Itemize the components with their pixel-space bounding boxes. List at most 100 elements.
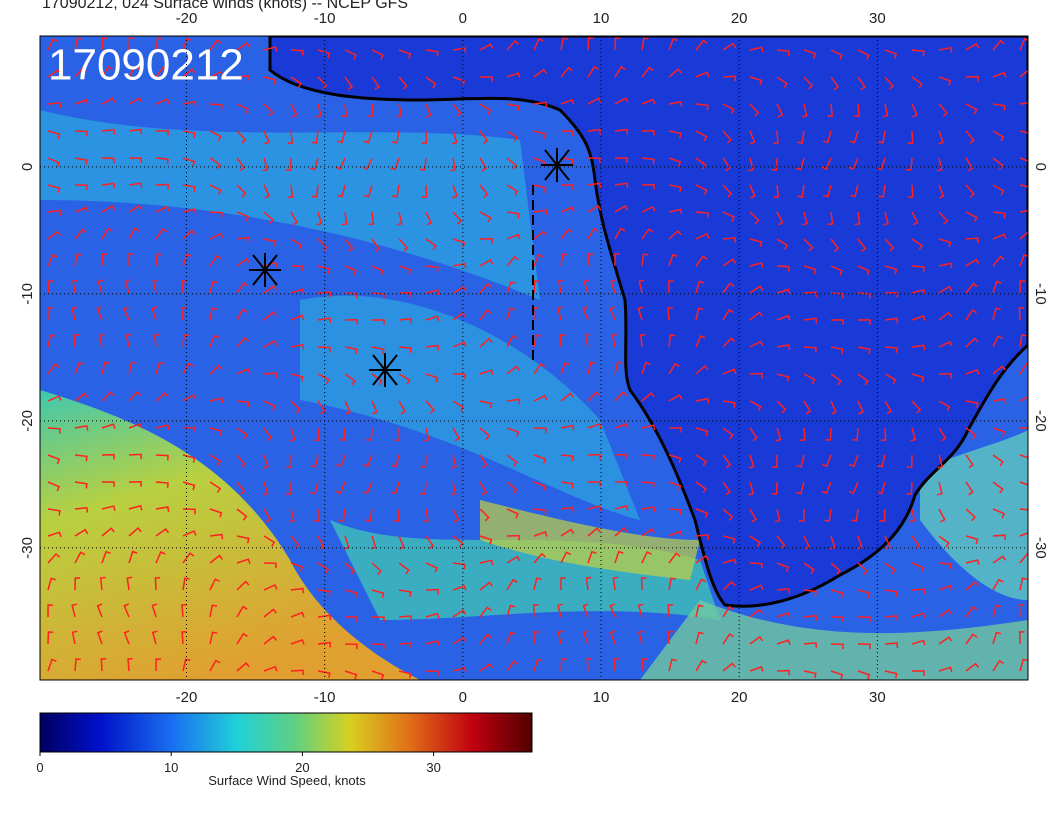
wind-barb bbox=[479, 508, 490, 522]
wind-barb bbox=[101, 550, 111, 564]
wind-barb bbox=[613, 657, 619, 672]
wind-barb bbox=[803, 562, 815, 575]
wind-barb bbox=[695, 130, 708, 142]
wind-barb bbox=[452, 562, 466, 570]
wind-barb bbox=[614, 37, 621, 51]
wind-barb bbox=[398, 400, 406, 415]
wind-barb bbox=[262, 157, 269, 172]
wind-barb bbox=[209, 364, 223, 375]
lat-label: -20 bbox=[1032, 410, 1049, 432]
wind-patch bbox=[300, 295, 640, 520]
wind-barb bbox=[236, 454, 246, 468]
wind-barb bbox=[857, 292, 871, 299]
wind-barb bbox=[452, 285, 467, 294]
wind-barb bbox=[47, 280, 54, 294]
colorbar-tick-label: 0 bbox=[36, 760, 43, 775]
wind-barb bbox=[209, 103, 223, 110]
wind-barb bbox=[857, 76, 866, 91]
wind-barb bbox=[47, 38, 58, 51]
wind-barb bbox=[587, 227, 599, 240]
wind-barb bbox=[398, 373, 411, 385]
wind-barb bbox=[882, 103, 889, 118]
wind-barb bbox=[533, 230, 547, 240]
wind-barb bbox=[722, 454, 732, 469]
wind-barb bbox=[614, 65, 626, 78]
wind-barb bbox=[695, 71, 710, 78]
wind-barb bbox=[614, 550, 624, 564]
wind-barb bbox=[155, 228, 168, 240]
wind-barb bbox=[290, 211, 298, 226]
wind-barb bbox=[722, 662, 736, 672]
wind-barb bbox=[341, 103, 348, 118]
wind-barb bbox=[506, 157, 518, 170]
wind-barb bbox=[587, 527, 601, 537]
wind-barb bbox=[47, 307, 53, 321]
wind-barb bbox=[668, 394, 683, 402]
wind-barb bbox=[182, 253, 192, 267]
wind-barb bbox=[824, 508, 832, 522]
wind-barb bbox=[641, 551, 652, 564]
wind-barb bbox=[533, 68, 548, 78]
wind-barb bbox=[125, 333, 132, 348]
wind-barb bbox=[390, 454, 400, 468]
wind-barb bbox=[479, 581, 493, 591]
wind-barb bbox=[182, 37, 192, 51]
wind-barb bbox=[425, 535, 435, 550]
wind-barb bbox=[992, 604, 1001, 618]
wind-barb bbox=[181, 603, 187, 618]
wind-barb bbox=[906, 454, 913, 468]
markers bbox=[249, 148, 573, 387]
lon-label: 30 bbox=[869, 10, 886, 27]
wind-barb bbox=[101, 423, 116, 430]
wind-barb bbox=[803, 49, 817, 59]
wind-barb bbox=[938, 562, 952, 569]
wind-barb bbox=[641, 253, 649, 267]
wind-barb bbox=[560, 228, 573, 240]
wind-barb bbox=[101, 157, 115, 164]
wind-barb bbox=[155, 658, 162, 672]
wind-barb bbox=[451, 130, 458, 145]
wind-barb bbox=[560, 528, 575, 537]
wind-barb bbox=[236, 184, 247, 198]
wind-barb bbox=[1019, 157, 1028, 162]
wind-barb bbox=[209, 211, 223, 218]
wind-barb bbox=[641, 424, 656, 431]
wind-barb bbox=[612, 576, 619, 591]
wind-barb bbox=[209, 554, 223, 564]
wind-barb bbox=[317, 400, 326, 415]
wind-barb bbox=[96, 630, 103, 645]
wind-barb bbox=[722, 400, 736, 408]
wind-barb bbox=[74, 658, 81, 672]
wind-barb bbox=[479, 481, 488, 496]
wind-barb bbox=[317, 346, 331, 353]
wind-barb bbox=[850, 184, 859, 198]
wind-barb bbox=[290, 238, 303, 250]
wind-barb bbox=[803, 291, 818, 298]
wind-barb bbox=[937, 454, 944, 469]
wind-barb bbox=[344, 346, 358, 355]
wind-barb bbox=[101, 253, 108, 267]
wind-barb bbox=[911, 400, 922, 414]
wind-barb bbox=[938, 535, 950, 548]
wind-barb bbox=[450, 454, 457, 469]
wind-barb bbox=[776, 265, 790, 272]
wind-barb bbox=[363, 184, 373, 198]
wind-barb bbox=[695, 659, 707, 672]
wind-barb bbox=[74, 392, 89, 402]
wind-barb bbox=[722, 605, 734, 618]
wind-barb bbox=[938, 427, 947, 442]
wind-barb bbox=[884, 614, 899, 621]
wind-barb bbox=[479, 337, 493, 348]
wind-barb bbox=[695, 578, 707, 591]
wind-barb bbox=[128, 422, 143, 429]
wind-barb bbox=[74, 184, 88, 191]
wind-barb bbox=[638, 279, 645, 294]
wind-barb bbox=[803, 76, 814, 90]
wind-barb bbox=[965, 130, 975, 144]
wind-barb bbox=[857, 400, 864, 415]
wind-barb bbox=[99, 576, 106, 591]
wind-barb bbox=[96, 603, 103, 618]
wind-barb bbox=[884, 49, 898, 59]
wind-barb bbox=[668, 334, 676, 348]
wind-barb bbox=[560, 392, 574, 402]
